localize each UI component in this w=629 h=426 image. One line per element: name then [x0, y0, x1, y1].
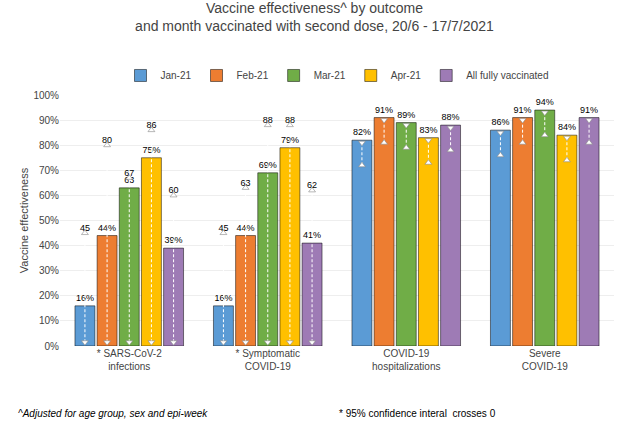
svg-text:80%: 80% — [39, 140, 59, 151]
svg-text:90%: 90% — [39, 115, 59, 126]
svg-text:80: 80 — [102, 135, 112, 145]
svg-text:79%: 79% — [281, 135, 299, 145]
svg-text:88: 88 — [263, 115, 273, 125]
svg-text:39%: 39% — [165, 235, 183, 245]
svg-text:COVID-19hospitalizations: COVID-19hospitalizations — [372, 348, 440, 372]
svg-text:44%: 44% — [237, 223, 255, 233]
svg-text:16%: 16% — [214, 293, 232, 303]
svg-text:0%: 0% — [45, 341, 60, 352]
svg-text:86: 86 — [146, 120, 156, 130]
svg-text:Jan-21: Jan-21 — [161, 70, 192, 81]
svg-text:88: 88 — [285, 115, 295, 125]
svg-text:10%: 10% — [39, 315, 59, 326]
svg-text:Apr-21: Apr-21 — [391, 70, 421, 81]
svg-text:62: 62 — [307, 180, 317, 190]
svg-text:44%: 44% — [98, 223, 116, 233]
svg-text:91%: 91% — [514, 105, 532, 115]
svg-text:91%: 91% — [580, 105, 598, 115]
svg-text:All fully vaccinated: All fully vaccinated — [466, 70, 548, 81]
svg-text:Feb-21: Feb-21 — [237, 70, 269, 81]
svg-text:16%: 16% — [76, 293, 94, 303]
svg-text:41%: 41% — [303, 230, 321, 240]
svg-text:Vaccine effectiveness: Vaccine effectiveness — [18, 167, 30, 273]
svg-text:84%: 84% — [558, 122, 576, 132]
svg-text:40%: 40% — [39, 240, 59, 251]
svg-text:88%: 88% — [442, 112, 460, 122]
svg-text:50%: 50% — [39, 215, 59, 226]
svg-text:67: 67 — [124, 168, 134, 178]
svg-text:Vaccine effectiveness^ by outc: Vaccine effectiveness^ by outcomeand mon… — [135, 0, 494, 34]
svg-text:60%: 60% — [39, 190, 59, 201]
svg-text:63: 63 — [241, 178, 251, 188]
svg-text:* 95% confidence interal cros: * 95% confidence interal crosses 0 — [339, 408, 496, 419]
svg-text:63: 63 — [124, 175, 134, 185]
svg-text:45: 45 — [80, 223, 90, 233]
svg-text:^Adjusted for age group, sex a: ^Adjusted for age group, sex and epi-wee… — [18, 408, 208, 419]
svg-text:30%: 30% — [39, 265, 59, 276]
svg-text:* SymptomaticCOVID-19: * SymptomaticCOVID-19 — [236, 348, 300, 372]
svg-text:* SARS-CoV-2infections: * SARS-CoV-2infections — [97, 348, 162, 372]
svg-text:70%: 70% — [39, 165, 59, 176]
svg-text:60: 60 — [169, 185, 179, 195]
svg-text:83%: 83% — [419, 125, 437, 135]
svg-text:SevereCOVID-19: SevereCOVID-19 — [522, 348, 569, 372]
svg-text:20%: 20% — [39, 290, 59, 301]
svg-text:94%: 94% — [536, 97, 554, 107]
svg-text:100%: 100% — [33, 90, 59, 101]
svg-text:86%: 86% — [491, 117, 509, 127]
svg-text:91%: 91% — [375, 105, 393, 115]
svg-text:69%: 69% — [259, 160, 277, 170]
svg-text:Mar-21: Mar-21 — [314, 70, 346, 81]
svg-text:89%: 89% — [397, 110, 415, 120]
svg-text:75%: 75% — [142, 145, 160, 155]
svg-text:82%: 82% — [353, 127, 371, 137]
svg-text:45: 45 — [218, 223, 228, 233]
